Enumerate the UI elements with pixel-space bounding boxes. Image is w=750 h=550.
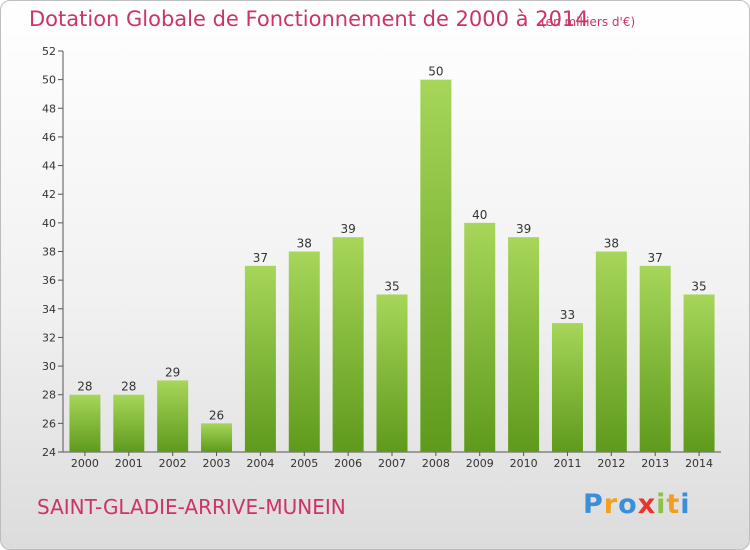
y-tick-label: 40 bbox=[42, 217, 56, 230]
bar-value-label: 35 bbox=[691, 279, 706, 293]
logo-letter: i bbox=[656, 489, 667, 520]
bar-value-label: 39 bbox=[340, 222, 355, 236]
bar bbox=[201, 423, 233, 452]
x-tick-label: 2006 bbox=[334, 457, 362, 470]
bar-value-label: 28 bbox=[77, 380, 92, 394]
bar-value-label: 33 bbox=[560, 308, 575, 322]
bar bbox=[157, 380, 189, 452]
unit-label: (en milliers d'€) bbox=[541, 15, 636, 29]
bar bbox=[464, 222, 496, 452]
bar-value-label: 26 bbox=[209, 408, 224, 422]
x-tick-label: 2014 bbox=[685, 457, 713, 470]
x-tick-label: 2007 bbox=[378, 457, 406, 470]
bar bbox=[332, 237, 364, 452]
x-tick-label: 2011 bbox=[553, 457, 581, 470]
y-tick-label: 46 bbox=[42, 131, 56, 144]
x-tick-label: 2005 bbox=[290, 457, 318, 470]
bar bbox=[113, 394, 145, 452]
x-tick-label: 2013 bbox=[641, 457, 669, 470]
bar bbox=[420, 79, 452, 453]
bar bbox=[244, 265, 276, 452]
logo-letter: i bbox=[680, 489, 691, 520]
x-tick-label: 2009 bbox=[466, 457, 494, 470]
bar-value-label: 50 bbox=[428, 65, 443, 79]
y-tick-label: 24 bbox=[42, 446, 56, 459]
x-tick-label: 2010 bbox=[510, 457, 538, 470]
x-tick-label: 2008 bbox=[422, 457, 450, 470]
x-tick-label: 2001 bbox=[115, 457, 143, 470]
y-tick-label: 32 bbox=[42, 331, 56, 344]
y-tick-label: 52 bbox=[42, 45, 56, 58]
logo-letter: r bbox=[603, 489, 619, 520]
bar-value-label: 37 bbox=[253, 251, 268, 265]
bar bbox=[69, 394, 101, 452]
y-tick-label: 44 bbox=[42, 160, 56, 173]
x-tick-label: 2004 bbox=[246, 457, 274, 470]
commune-name: SAINT-GLADIE-ARRIVE-MUNEIN bbox=[37, 495, 346, 519]
logo-letter: o bbox=[618, 489, 638, 520]
proxiti-logo: Proxiti bbox=[583, 489, 691, 520]
y-tick-label: 34 bbox=[42, 303, 56, 316]
bar bbox=[376, 294, 408, 452]
y-tick-label: 28 bbox=[42, 389, 56, 402]
bar bbox=[595, 251, 627, 452]
logo-letter: P bbox=[583, 489, 604, 520]
x-tick-label: 2002 bbox=[159, 457, 187, 470]
bar-value-label: 38 bbox=[604, 237, 619, 251]
bar-value-label: 40 bbox=[472, 208, 487, 222]
logo-letter: t bbox=[666, 489, 681, 520]
y-tick-label: 38 bbox=[42, 246, 56, 259]
logo-letter: x bbox=[637, 489, 657, 520]
bar bbox=[551, 323, 583, 452]
y-tick-label: 26 bbox=[42, 417, 56, 430]
bar bbox=[288, 251, 320, 452]
y-tick-label: 48 bbox=[42, 102, 56, 115]
bar-value-label: 35 bbox=[384, 279, 399, 293]
bar-value-label: 39 bbox=[516, 222, 531, 236]
x-tick-label: 2003 bbox=[203, 457, 231, 470]
bar-value-label: 37 bbox=[648, 251, 663, 265]
bar-value-label: 29 bbox=[165, 365, 180, 379]
bar bbox=[683, 294, 715, 452]
chart-title: Dotation Globale de Fonctionnement de 20… bbox=[29, 7, 589, 31]
y-tick-label: 30 bbox=[42, 360, 56, 373]
x-tick-label: 2012 bbox=[597, 457, 625, 470]
x-tick-label: 2000 bbox=[71, 457, 99, 470]
bar bbox=[639, 265, 671, 452]
bar-value-label: 28 bbox=[121, 380, 136, 394]
y-tick-label: 50 bbox=[42, 74, 56, 87]
y-tick-label: 42 bbox=[42, 188, 56, 201]
y-tick-label: 36 bbox=[42, 274, 56, 287]
bar-value-label: 38 bbox=[297, 237, 312, 251]
bar bbox=[508, 237, 540, 452]
